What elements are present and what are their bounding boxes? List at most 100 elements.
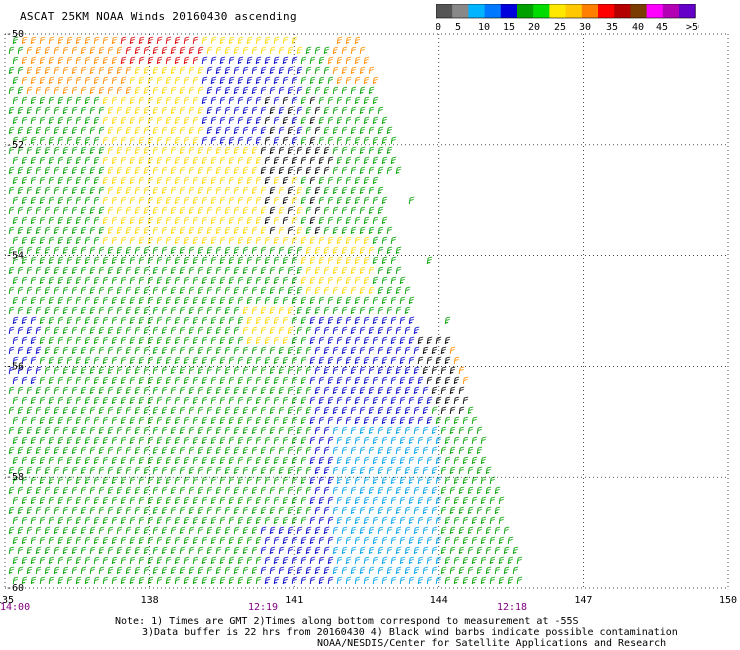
wind-barb	[9, 547, 14, 554]
wind-barb	[216, 547, 221, 554]
wind-barb	[81, 287, 86, 294]
wind-barb	[63, 387, 68, 394]
wind-barb	[486, 507, 491, 514]
wind-barb	[13, 237, 18, 244]
wind-barb	[427, 517, 432, 524]
wind-barb	[76, 297, 81, 304]
wind-barb	[342, 527, 347, 534]
wind-barb	[391, 557, 396, 564]
wind-barb	[153, 247, 158, 254]
wind-barb	[202, 217, 207, 224]
lon-label: 150	[719, 595, 737, 606]
wind-barb	[292, 57, 297, 64]
wind-barb	[283, 217, 288, 224]
wind-barb	[459, 427, 464, 434]
wind-barb	[36, 327, 41, 334]
wind-barb	[193, 417, 198, 424]
wind-barb	[292, 557, 297, 564]
wind-barb	[261, 107, 266, 114]
wind-barb	[139, 177, 144, 184]
wind-barb	[58, 157, 63, 164]
wind-barb	[310, 97, 315, 104]
wind-barb	[103, 197, 108, 204]
wind-barb	[270, 567, 275, 574]
legend-swatch	[566, 4, 583, 18]
wind-barb	[333, 467, 338, 474]
wind-barb	[130, 377, 135, 384]
wind-barb	[495, 527, 500, 534]
wind-barb	[184, 137, 189, 144]
wind-barb	[9, 387, 14, 394]
wind-barb	[117, 527, 122, 534]
wind-barb	[315, 427, 320, 434]
wind-barb	[373, 417, 378, 424]
wind-barb	[270, 247, 275, 254]
wind-barb	[22, 277, 27, 284]
wind-barb	[315, 327, 320, 334]
wind-barb	[31, 477, 36, 484]
wind-barb	[90, 567, 95, 574]
wind-barb	[292, 477, 297, 484]
wind-barb	[355, 337, 360, 344]
wind-barb	[328, 117, 333, 124]
wind-barb	[40, 377, 45, 384]
wind-barb	[234, 67, 239, 74]
wind-barb	[229, 477, 234, 484]
wind-barb	[193, 557, 198, 564]
wind-barb	[126, 527, 131, 534]
wind-barb	[216, 467, 221, 474]
wind-barb	[13, 377, 18, 384]
wind-barb	[243, 487, 248, 494]
wind-barb	[72, 487, 77, 494]
wind-barb	[49, 177, 54, 184]
wind-barb	[418, 437, 423, 444]
wind-barb	[94, 357, 99, 364]
wind-barb	[252, 467, 257, 474]
wind-barb	[306, 387, 311, 394]
wind-barb	[45, 227, 50, 234]
wind-barb	[171, 307, 176, 314]
wind-barb	[153, 87, 158, 94]
wind-barb	[288, 227, 293, 234]
wind-barb	[220, 197, 225, 204]
wind-barb	[18, 347, 23, 354]
wind-barb	[441, 407, 446, 414]
wind-barb	[22, 217, 27, 224]
wind-barb	[342, 507, 347, 514]
wind-barb	[423, 567, 428, 574]
wind-barb	[292, 97, 297, 104]
wind-barb	[36, 567, 41, 574]
wind-barb	[283, 317, 288, 324]
wind-barb	[310, 437, 315, 444]
wind-barb	[288, 547, 293, 554]
wind-barb	[207, 467, 212, 474]
wind-barb	[396, 447, 401, 454]
wind-barb	[247, 557, 252, 564]
wind-barb	[472, 437, 477, 444]
lat-label: -54	[6, 251, 24, 262]
wind-barb	[63, 207, 68, 214]
wind-barb	[85, 237, 90, 244]
wind-barb	[423, 427, 428, 434]
wind-barb	[148, 297, 153, 304]
wind-barb	[414, 507, 419, 514]
wind-barb	[319, 537, 324, 544]
wind-barb	[369, 167, 374, 174]
wind-barb	[18, 47, 23, 54]
wind-barb	[184, 277, 189, 284]
wind-barb	[112, 197, 117, 204]
wind-barb	[279, 87, 284, 94]
wind-barb	[202, 397, 207, 404]
wind-barb	[247, 537, 252, 544]
wind-barb	[103, 417, 108, 424]
wind-barb	[72, 87, 77, 94]
wind-barb	[153, 427, 158, 434]
wind-barb	[342, 427, 347, 434]
wind-barb	[346, 397, 351, 404]
wind-barb	[342, 467, 347, 474]
wind-barb	[108, 347, 113, 354]
wind-barb	[139, 417, 144, 424]
wind-barb	[121, 237, 126, 244]
wind-barb	[279, 567, 284, 574]
wind-barb	[328, 417, 333, 424]
